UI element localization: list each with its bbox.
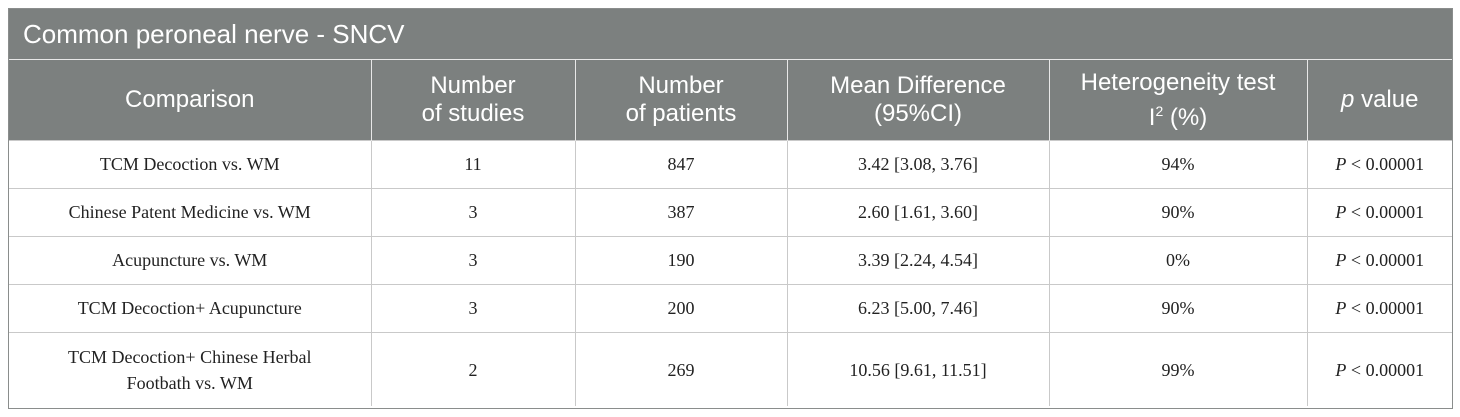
cell-p-value: P < 0.00001 (1306, 332, 1452, 406)
header-patients: Number of patients (574, 60, 787, 141)
p-threshold: < 0.00001 (1346, 250, 1425, 270)
cell-mean-difference: 3.39 [2.24, 4.54] (786, 236, 1049, 285)
header-patients-line1: Number (638, 72, 724, 99)
cell-patients: 387 (574, 188, 787, 237)
cell-patients: 269 (574, 332, 787, 406)
header-studies-line2: of studies (421, 100, 525, 127)
header-md-line2: (95%CI) (873, 100, 963, 127)
cell-mean-difference: 10.56 [9.61, 11.51] (786, 332, 1049, 406)
cell-comparison: Acupuncture vs. WM (9, 236, 371, 285)
cell-mean-difference: 3.42 [3.08, 3.76] (786, 140, 1049, 189)
header-patients-line2: of patients (625, 100, 737, 127)
cell-p-value: P < 0.00001 (1306, 188, 1452, 237)
header-studies-line1: Number (430, 72, 516, 99)
p-letter: P (1335, 202, 1347, 222)
cell-mean-difference: 2.60 [1.61, 3.60] (786, 188, 1049, 237)
cell-heterogeneity: 94% (1048, 140, 1307, 189)
header-comparison: Comparison (9, 60, 371, 141)
header-studies: Number of studies (370, 60, 575, 141)
table-row: TCM Decoction+ Acupuncture 3 200 6.23 [5… (9, 284, 1452, 333)
header-p-italic: p (1341, 86, 1355, 113)
table-row: Chinese Patent Medicine vs. WM 3 387 2.6… (9, 188, 1452, 237)
cell-comparison: Chinese Patent Medicine vs. WM (9, 188, 371, 237)
p-threshold: < 0.00001 (1346, 202, 1425, 222)
cell-studies: 3 (370, 284, 575, 333)
table-row: Acupuncture vs. WM 3 190 3.39 [2.24, 4.5… (9, 236, 1452, 285)
header-heterogeneity: Heterogeneity test I2 (%) (1048, 60, 1307, 141)
cell-heterogeneity: 99% (1048, 332, 1307, 406)
p-threshold: < 0.00001 (1346, 298, 1425, 318)
p-letter: P (1335, 250, 1347, 270)
cell-heterogeneity: 90% (1048, 284, 1307, 333)
cell-patients: 200 (574, 284, 787, 333)
cell-studies: 3 (370, 236, 575, 285)
p-letter: P (1335, 298, 1347, 318)
table-row: TCM Decoction+ Chinese Herbal Footbath vs… (9, 332, 1452, 406)
cell-p-value: P < 0.00001 (1306, 140, 1452, 189)
cell-mean-difference: 6.23 [5.00, 7.46] (786, 284, 1049, 333)
cell-p-value: P < 0.00001 (1306, 236, 1452, 285)
cell-patients: 847 (574, 140, 787, 189)
header-het-line1: Heterogeneity test (1080, 68, 1276, 96)
header-het-sup: 2 (1155, 102, 1164, 119)
table-caption: Common peroneal nerve - SNCV (9, 9, 1452, 60)
header-het-pct: (%) (1163, 103, 1208, 131)
results-table: Comparison Number of studies Number of pat… (9, 60, 1452, 406)
cell-studies: 2 (370, 332, 575, 406)
cell-p-value: P < 0.00001 (1306, 284, 1452, 333)
header-row: Comparison Number of studies Number of pat… (9, 60, 1452, 141)
cell-studies: 11 (370, 140, 575, 189)
results-table-container: Common peroneal nerve - SNCV Comparison … (8, 8, 1453, 409)
cell-comparison: TCM Decoction vs. WM (9, 140, 371, 189)
cell-heterogeneity: 0% (1048, 236, 1307, 285)
header-p-rest: value (1354, 86, 1419, 113)
header-mean-difference: Mean Difference (95%CI) (786, 60, 1049, 141)
cell-comparison-line1: TCM Decoction+ Chinese Herbal (67, 346, 312, 367)
table-row: TCM Decoction vs. WM 11 847 3.42 [3.08, … (9, 140, 1452, 189)
cell-studies: 3 (370, 188, 575, 237)
header-comparison-label: Comparison (125, 86, 255, 113)
cell-comparison-line2: Footbath vs. WM (126, 372, 253, 393)
cell-comparison: TCM Decoction+ Chinese Herbal Footbath vs… (9, 332, 371, 406)
cell-patients: 190 (574, 236, 787, 285)
cell-comparison: TCM Decoction+ Acupuncture (9, 284, 371, 333)
header-het-i: I (1148, 103, 1156, 131)
p-letter: P (1335, 359, 1347, 380)
p-threshold: < 0.00001 (1346, 359, 1425, 380)
cell-heterogeneity: 90% (1048, 188, 1307, 237)
p-threshold: < 0.00001 (1346, 154, 1425, 174)
header-md-line1: Mean Difference (830, 72, 1006, 99)
header-p-value: p value (1306, 60, 1452, 141)
p-letter: P (1335, 154, 1347, 174)
